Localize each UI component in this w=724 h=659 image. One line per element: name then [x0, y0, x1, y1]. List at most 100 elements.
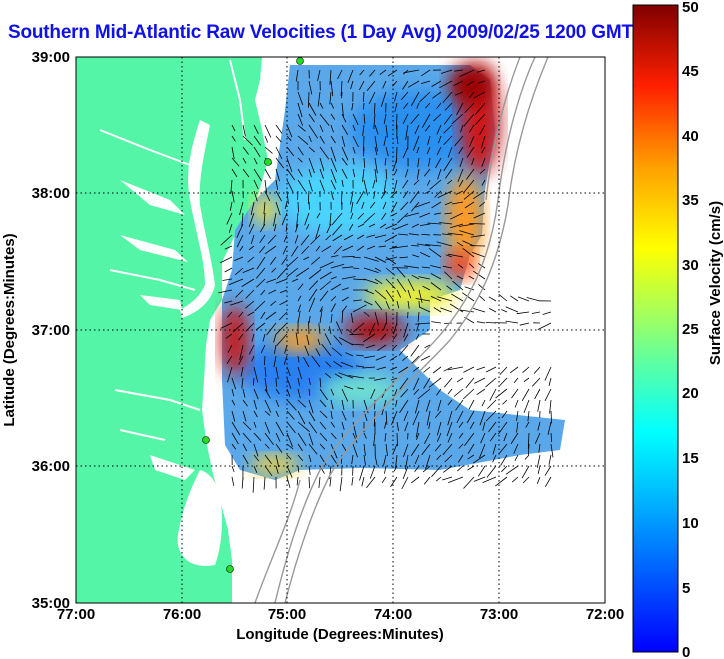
velocity-vector: [436, 102, 442, 109]
velocity-vector: [275, 201, 281, 216]
velocity-vector: [283, 355, 288, 365]
velocity-vector: [462, 388, 475, 400]
velocity-vector: [538, 443, 541, 453]
velocity-vector: [329, 91, 332, 105]
velocity-vector: [523, 377, 530, 383]
velocity-vector: [222, 278, 233, 281]
velocity-vector: [362, 366, 376, 369]
velocity-vector: [457, 263, 464, 269]
x-tick-label: 74:00: [374, 606, 412, 623]
velocity-vector: [333, 360, 343, 368]
velocity-vector: [235, 267, 244, 276]
velocity-vector: [228, 223, 233, 233]
velocity-vector: [324, 333, 332, 346]
velocity-vector: [425, 102, 431, 109]
velocity-vector: [453, 80, 464, 86]
velocity-vector: [234, 256, 244, 261]
velocity-vector: [442, 465, 453, 473]
velocity-vector: [256, 278, 266, 288]
velocity-vector: [366, 245, 376, 250]
velocity-vector: [264, 377, 268, 392]
velocity-vector: [335, 321, 343, 335]
velocity-vector: [253, 454, 260, 462]
velocity-vector: [384, 234, 398, 242]
velocity-vector: [317, 69, 321, 81]
velocity-vector: [466, 80, 475, 86]
velocity-vector: [385, 311, 388, 325]
velocity-vector: [264, 432, 274, 446]
velocity-vector: [351, 102, 354, 111]
velocity-vector: [275, 399, 280, 408]
velocity-vector: [416, 432, 420, 440]
velocity-vector: [412, 135, 420, 151]
velocity-vector: [426, 410, 431, 426]
velocity-vector: [231, 388, 235, 397]
x-tick-label: 75:00: [268, 606, 306, 623]
velocity-vector: [439, 80, 453, 89]
velocity-vector: [415, 333, 420, 340]
velocity-vector: [417, 311, 420, 323]
velocity-vector: [248, 344, 255, 355]
velocity-vector: [319, 410, 328, 419]
velocity-vector: [297, 190, 299, 201]
velocity-vector: [341, 113, 347, 123]
velocity-vector: [396, 267, 406, 278]
velocity-vector: [330, 263, 345, 269]
velocity-vector: [396, 432, 398, 447]
velocity-vector: [352, 299, 362, 302]
velocity-vector: [321, 245, 332, 253]
velocity-vector: [341, 421, 345, 430]
velocity-vector: [428, 157, 431, 167]
velocity-vector: [308, 157, 315, 174]
velocity-vector: [267, 234, 277, 244]
velocity-vector: [430, 265, 442, 269]
velocity-vector: [460, 124, 464, 133]
velocity-vector: [524, 454, 530, 460]
velocity-vector: [342, 245, 354, 252]
velocity-vector: [500, 454, 508, 466]
velocity-vector: [231, 432, 239, 445]
velocity-vector: [390, 190, 398, 199]
velocity-vector: [355, 365, 365, 368]
velocity-vector: [474, 102, 486, 116]
velocity-vector: [396, 278, 407, 293]
velocity-vector: [363, 454, 366, 466]
velocity-vector: [374, 146, 378, 156]
velocity-vector: [416, 322, 420, 332]
velocity-vector: [396, 135, 399, 145]
velocity-vector: [363, 113, 366, 124]
velocity-vector: [324, 372, 332, 379]
velocity-vector: [463, 190, 475, 200]
colorbar-tick-label: 15: [682, 450, 699, 467]
velocity-vector: [438, 135, 442, 144]
velocity-vector: [458, 223, 475, 227]
velocity-vector: [286, 432, 293, 447]
velocity-vector: [220, 234, 233, 246]
velocity-vector: [405, 212, 420, 217]
velocity-vector: [412, 366, 420, 372]
velocity-vector: [519, 322, 530, 326]
velocity-vector: [399, 256, 409, 259]
velocity-vector: [283, 234, 288, 243]
velocity-vector: [402, 80, 409, 90]
velocity-vector: [376, 366, 387, 370]
velocity-vector: [362, 168, 365, 182]
velocity-vector: [454, 69, 464, 72]
velocity-vector: [286, 366, 291, 377]
velocity-vector: [264, 366, 267, 377]
radar-site: [296, 57, 304, 65]
velocity-vector: [245, 289, 255, 299]
velocity-vector: [443, 124, 453, 134]
velocity-vector: [231, 399, 236, 406]
velocity-vector: [297, 454, 304, 462]
velocity-vector: [363, 212, 376, 224]
velocity-vector: [330, 168, 337, 183]
velocity-vector: [434, 212, 442, 215]
velocity-vector: [425, 244, 442, 247]
velocity-vector: [363, 135, 365, 152]
velocity-vector: [509, 366, 519, 374]
velocity-vector: [436, 388, 442, 396]
velocity-vector: [319, 280, 332, 291]
velocity-vector: [264, 355, 266, 366]
velocity-vector: [330, 276, 337, 280]
